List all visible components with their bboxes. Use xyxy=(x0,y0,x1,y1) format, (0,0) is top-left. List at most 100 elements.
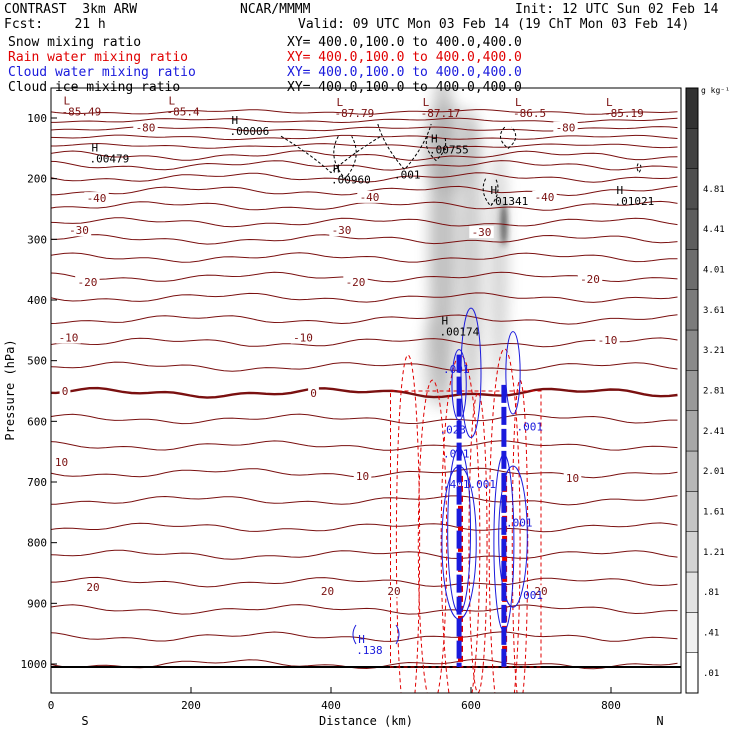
y-tick-label: 600 xyxy=(27,415,47,428)
y-tick-label: 400 xyxy=(27,294,47,307)
rain-outline xyxy=(390,390,542,668)
temperature-contour xyxy=(51,109,678,115)
temperature-label-bg xyxy=(75,275,100,288)
colorbar-bin xyxy=(685,571,699,613)
cloud-ice-contour xyxy=(333,135,357,180)
colorbar-label: 3.21 xyxy=(703,346,725,356)
colorbar-label: .81 xyxy=(703,588,719,598)
valid-label: Valid: 09 UTC Mon 03 Feb 14 (19 ChT Mon … xyxy=(298,17,690,32)
temperature-label: 10 xyxy=(566,472,579,485)
cloud-ice-contour xyxy=(280,135,382,174)
contour-value-label: .401.001 xyxy=(443,478,496,491)
temperature-label-bg xyxy=(318,585,337,598)
x-tick-label: 800 xyxy=(601,699,621,712)
extremum-mark: L xyxy=(423,96,430,109)
temperature-label-bg xyxy=(133,121,158,134)
extremum-value: .00479 xyxy=(90,152,130,165)
colorbar-bin xyxy=(685,652,699,694)
temperature-contour xyxy=(51,234,678,245)
temperature-label: -10 xyxy=(598,334,618,347)
extremum-mark: H xyxy=(232,114,239,127)
extremum-mark: H xyxy=(442,314,449,327)
cloud-ice-contour xyxy=(482,178,499,207)
extremum-mark: L xyxy=(337,96,344,109)
colorbar-bin xyxy=(685,612,699,653)
temperature-contour xyxy=(51,292,678,303)
extremum-value: .138 xyxy=(356,644,383,657)
colorbar-label: 4.01 xyxy=(703,266,725,276)
model-label: CONTRAST 3km ARW xyxy=(4,2,138,17)
temperature-label-bg xyxy=(308,386,319,399)
contour-value-label: .001 xyxy=(394,169,421,182)
temperature-label: -20 xyxy=(77,276,97,289)
north-label: N xyxy=(656,714,663,728)
cloud-ice-contour xyxy=(425,136,447,162)
extremum-value: -85.4 xyxy=(167,106,200,119)
temperature-label-bg xyxy=(385,585,403,598)
temperature-label: 0 xyxy=(310,387,317,400)
temperature-label-bg xyxy=(84,580,102,593)
extremum-mark: H xyxy=(358,633,365,646)
temperature-contour xyxy=(51,172,678,183)
extremum-mark: H xyxy=(431,132,438,145)
temperature-label-bg xyxy=(532,190,557,203)
contour-value-label: .001 xyxy=(443,363,470,376)
colorbar-frame xyxy=(685,87,699,694)
temperature-label-bg xyxy=(59,385,71,397)
cloud-water-contour xyxy=(447,447,472,614)
extremum-mark: L xyxy=(169,95,176,108)
colorbar-bin xyxy=(685,531,699,573)
colorbar-bin xyxy=(685,491,699,532)
x-tick-label: 400 xyxy=(321,699,341,712)
rain-contours xyxy=(390,348,542,693)
field-xy-snow: XY= 400.0,100.0 to 400.0,400.0 xyxy=(287,35,522,50)
colorbar-label: .01 xyxy=(703,669,719,679)
temperature-label: 10 xyxy=(55,456,68,469)
colorbar-bin xyxy=(685,410,699,452)
extremum-value: .00755 xyxy=(429,143,469,156)
extremum-mark: H xyxy=(333,163,340,176)
cloud-water-contour xyxy=(493,453,515,632)
temperature-contour xyxy=(51,337,678,348)
y-tick-label: 1000 xyxy=(21,658,48,671)
south-label: S xyxy=(81,714,88,728)
snow-plume xyxy=(422,103,478,194)
x-tick-label: 600 xyxy=(461,699,481,712)
temperature-label: -10 xyxy=(293,332,313,345)
cloud-water-contour xyxy=(451,349,467,421)
plot-frame xyxy=(50,87,682,694)
colorbar-label: .41 xyxy=(703,629,719,639)
temperature-label-bg xyxy=(329,224,354,237)
y-tick-label: 500 xyxy=(27,355,47,368)
extremum-value: .00174 xyxy=(440,325,480,338)
cloud-ice-contour xyxy=(377,123,432,171)
cloud-water-contour xyxy=(352,624,400,645)
contour-value-label: .001 xyxy=(517,589,544,602)
extremum-value: .01341 xyxy=(489,195,529,208)
colorbar-label: 1.61 xyxy=(703,508,725,518)
temperature-contour xyxy=(51,200,678,211)
extremum-value: .00006 xyxy=(230,125,270,138)
y-axis-title: Pressure (hPa) xyxy=(3,339,17,440)
colorbar: .01 .41 .81 1.21 1.61 2.01 2.41 2.81 3.21 3.61 4.0… xyxy=(685,86,730,694)
extremum-mark: H xyxy=(491,184,498,197)
y-tick-label: 100 xyxy=(27,112,47,125)
temperature-label-bg xyxy=(343,275,368,288)
rain-contour xyxy=(417,379,448,693)
temperature-label-bg xyxy=(52,455,71,468)
temperature-contour xyxy=(51,150,678,161)
contour-value-label: .023 xyxy=(440,423,467,436)
cloud-water-contour xyxy=(460,307,482,439)
temperature-label-bg xyxy=(353,469,372,482)
snow-plume xyxy=(422,315,443,406)
extremum-value: .01021 xyxy=(615,195,655,208)
field-xy-cloud-water: XY= 400.0,100.0 to 400.0,400.0 xyxy=(287,65,522,80)
freezing-level-contour xyxy=(51,386,678,399)
temperature-label: 20 xyxy=(86,581,99,594)
temperature-contour xyxy=(51,413,678,425)
y-tick-label: 700 xyxy=(27,476,47,489)
temperature-label: -40 xyxy=(87,192,107,205)
colorbar-bin xyxy=(685,249,699,290)
field-name-cloud-water: Cloud water mixing ratio xyxy=(8,65,196,80)
y-tick-label: 800 xyxy=(27,537,47,550)
